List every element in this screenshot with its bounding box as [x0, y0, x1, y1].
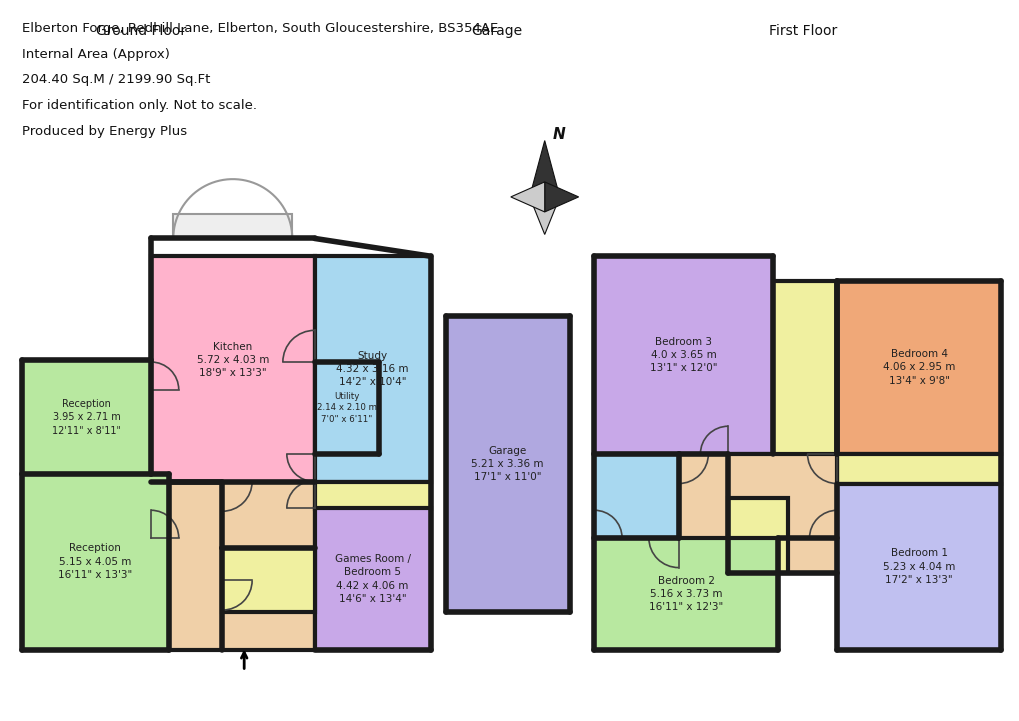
Polygon shape [511, 182, 544, 212]
Text: N: N [551, 128, 565, 143]
Text: Produced by Energy Plus: Produced by Energy Plus [22, 125, 186, 138]
Polygon shape [529, 197, 559, 234]
Bar [314, 508, 430, 650]
Text: Utility
2.14 x 2.10 m
7'0" x 6'11": Utility 2.14 x 2.10 m 7'0" x 6'11" [317, 392, 376, 424]
Text: Garage: Garage [471, 25, 522, 38]
Bar [772, 281, 837, 479]
Text: Bedroom 3
4.0 x 3.65 m
13'1" x 12'0": Bedroom 3 4.0 x 3.65 m 13'1" x 12'0" [649, 337, 716, 373]
Bar [314, 256, 430, 482]
Bar [837, 484, 1000, 650]
Text: Games Room /
Bedroom 5
4.42 x 4.06 m
14'6" x 13'4": Games Room / Bedroom 5 4.42 x 4.06 m 14'… [334, 554, 411, 603]
Bar [22, 474, 169, 650]
Bar [22, 360, 151, 474]
Bar [169, 482, 314, 650]
Text: Reception
5.15 x 4.05 m
16'11" x 13'3": Reception 5.15 x 4.05 m 16'11" x 13'3" [58, 544, 132, 580]
Bar [314, 482, 430, 509]
Text: Garage
5.21 x 3.36 m
17'1" x 11'0": Garage 5.21 x 3.36 m 17'1" x 11'0" [471, 446, 543, 482]
Bar [222, 548, 314, 612]
Bar [594, 454, 678, 538]
Bar [151, 256, 314, 482]
Text: Elberton Forge, Redhill Lane, Elberton, South Gloucestershire, BS354AE: Elberton Forge, Redhill Lane, Elberton, … [22, 22, 497, 35]
Polygon shape [544, 182, 578, 212]
Text: Reception
3.95 x 2.71 m
12'11" x 8'11": Reception 3.95 x 2.71 m 12'11" x 8'11" [52, 399, 121, 435]
Bar [594, 538, 777, 650]
Text: First Floor: First Floor [768, 25, 837, 38]
Bar [445, 316, 569, 612]
Text: For identification only. Not to scale.: For identification only. Not to scale. [22, 99, 257, 112]
Text: Bedroom 2
5.16 x 3.73 m
16'11" x 12'3": Bedroom 2 5.16 x 3.73 m 16'11" x 12'3" [648, 575, 722, 612]
Text: Bedroom 1
5.23 x 4.04 m
17'2" x 13'3": Bedroom 1 5.23 x 4.04 m 17'2" x 13'3" [882, 549, 955, 585]
Bar [314, 362, 379, 454]
Bar [678, 454, 837, 572]
Text: Bedroom 4
4.06 x 2.95 m
13'4" x 9'8": Bedroom 4 4.06 x 2.95 m 13'4" x 9'8" [882, 349, 955, 386]
Bar [837, 454, 1000, 484]
Polygon shape [529, 141, 559, 197]
Text: Kitchen
5.72 x 4.03 m
18'9" x 13'3": Kitchen 5.72 x 4.03 m 18'9" x 13'3" [197, 342, 269, 379]
Text: Internal Area (Approx): Internal Area (Approx) [22, 48, 170, 61]
Text: 204.40 Sq.M / 2199.90 Sq.Ft: 204.40 Sq.M / 2199.90 Sq.Ft [22, 74, 210, 87]
Bar [837, 281, 1000, 454]
Bar [173, 213, 292, 239]
Text: Ground Floor: Ground Floor [96, 25, 185, 38]
Bar [728, 498, 787, 572]
Text: Study
4.32 x 3.16 m
14'2" x 10'4": Study 4.32 x 3.16 m 14'2" x 10'4" [336, 350, 409, 387]
Bar [594, 256, 772, 454]
